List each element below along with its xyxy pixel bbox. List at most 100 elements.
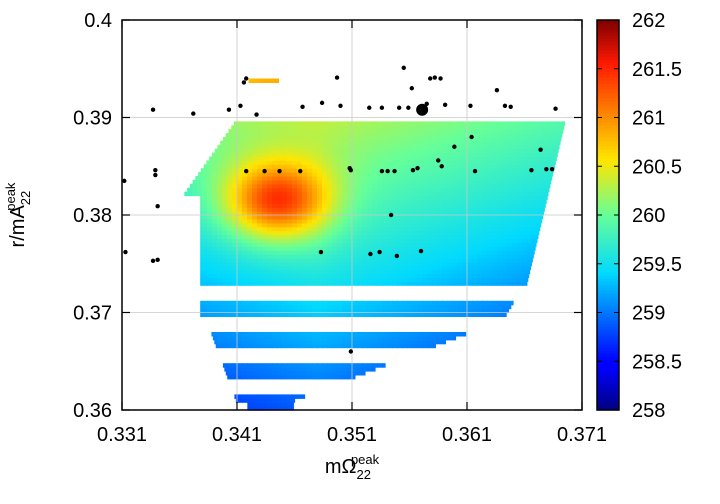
heat-cell bbox=[332, 335, 338, 341]
heat-cell bbox=[272, 406, 278, 411]
heat-cell bbox=[407, 343, 413, 349]
heat-cell bbox=[547, 187, 550, 193]
heat-cell bbox=[227, 168, 233, 173]
heat-cell bbox=[287, 140, 293, 146]
colorbar-step bbox=[597, 353, 619, 357]
heat-cell bbox=[227, 211, 233, 216]
heat-cell bbox=[247, 261, 253, 267]
heat-cell bbox=[542, 156, 548, 161]
heat-cell bbox=[382, 238, 388, 243]
heat-cell bbox=[387, 257, 393, 263]
heat-cell bbox=[292, 183, 298, 189]
heat-cell bbox=[262, 343, 268, 349]
heat-cell bbox=[327, 230, 333, 236]
heat-cell bbox=[502, 156, 508, 161]
heat-cell bbox=[227, 199, 233, 204]
heat-cell bbox=[327, 304, 333, 310]
heat-cell bbox=[257, 137, 263, 142]
heat-cell bbox=[337, 179, 343, 185]
heat-cell bbox=[347, 242, 353, 247]
heat-cell bbox=[217, 343, 223, 349]
heat-cell bbox=[437, 187, 443, 193]
x-axis-label-sub: 22 bbox=[356, 467, 370, 482]
heat-cell bbox=[487, 277, 493, 282]
heat-cell bbox=[397, 191, 403, 197]
heat-cell bbox=[382, 176, 388, 181]
heat-cell bbox=[357, 211, 363, 216]
heat-cell bbox=[387, 152, 393, 158]
heat-cell bbox=[232, 281, 238, 286]
heat-cell bbox=[442, 312, 448, 317]
heat-cell bbox=[537, 207, 543, 212]
x-tick-label: 0.361 bbox=[442, 424, 492, 446]
heat-cell bbox=[224, 367, 228, 372]
heat-cell bbox=[232, 308, 238, 314]
heat-cell bbox=[457, 312, 463, 317]
heat-cell bbox=[342, 300, 348, 306]
heat-cell bbox=[442, 332, 448, 337]
heat-cell bbox=[277, 269, 283, 275]
heat-cell bbox=[557, 148, 559, 154]
heat-cell bbox=[517, 218, 523, 224]
heat-cell bbox=[217, 230, 223, 236]
heat-cell bbox=[337, 168, 343, 173]
heat-cell bbox=[407, 300, 413, 306]
heat-cell bbox=[342, 308, 348, 314]
heat-cell bbox=[452, 140, 458, 146]
colorbar-step bbox=[597, 350, 619, 354]
heat-cell bbox=[412, 121, 418, 126]
heat-cell bbox=[497, 218, 503, 224]
colorbar-step bbox=[597, 302, 619, 306]
y-tick-label: 0.38 bbox=[73, 205, 112, 227]
heat-cell bbox=[200, 222, 203, 228]
heat-cell bbox=[247, 187, 253, 193]
heat-cell bbox=[492, 133, 498, 138]
heat-cell bbox=[342, 363, 348, 368]
heat-cell bbox=[302, 308, 308, 314]
heat-cell bbox=[207, 300, 213, 306]
heat-cell bbox=[342, 281, 348, 286]
heat-cell bbox=[392, 160, 398, 165]
heat-cell bbox=[527, 179, 533, 185]
heat-cell bbox=[467, 261, 473, 267]
heat-cell bbox=[312, 168, 318, 173]
heat-cell bbox=[352, 176, 358, 181]
heat-cell bbox=[472, 308, 478, 314]
heat-cell bbox=[532, 238, 538, 243]
heat-cell bbox=[267, 363, 273, 368]
heat-cell bbox=[557, 144, 560, 150]
heat-cell bbox=[362, 363, 368, 368]
heat-cell bbox=[472, 265, 478, 271]
heat-cell bbox=[362, 242, 368, 247]
heat-cell bbox=[267, 273, 273, 278]
heat-cell bbox=[212, 226, 218, 232]
heat-cell bbox=[257, 402, 263, 407]
heat-cell bbox=[487, 312, 493, 317]
heat-cell bbox=[547, 137, 553, 142]
heat-cell bbox=[412, 332, 418, 337]
heat-cell bbox=[282, 215, 288, 220]
data-point bbox=[153, 172, 158, 178]
heat-cell bbox=[412, 254, 418, 259]
heat-cell bbox=[247, 332, 253, 337]
heat-cell bbox=[442, 300, 448, 306]
heat-cell bbox=[302, 374, 308, 380]
heat-cell bbox=[527, 160, 533, 165]
heat-cell bbox=[352, 246, 358, 251]
heat-cell bbox=[267, 335, 273, 341]
heat-cell bbox=[302, 332, 308, 337]
heat-cell bbox=[392, 156, 398, 161]
heat-cell bbox=[367, 226, 373, 232]
heat-cell bbox=[472, 269, 478, 275]
heat-cell bbox=[472, 222, 478, 228]
colorbar-step bbox=[597, 224, 619, 228]
heat-cell bbox=[327, 211, 333, 216]
data-point bbox=[549, 166, 555, 172]
heat-cell bbox=[277, 234, 283, 239]
heat-cell bbox=[267, 402, 273, 407]
heat-cell bbox=[347, 183, 353, 189]
heat-cell bbox=[297, 183, 303, 189]
heat-cell bbox=[302, 226, 308, 232]
heat-cell bbox=[387, 156, 393, 161]
heat-cell bbox=[407, 312, 413, 317]
